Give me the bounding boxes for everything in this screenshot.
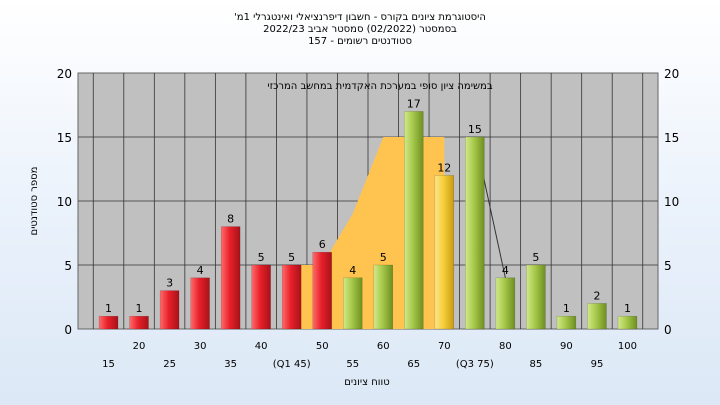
x-tick-label: 80 [499, 341, 512, 352]
histogram-bar [129, 315, 149, 330]
x-tick-label: 60 [377, 341, 390, 352]
histogram-bar [220, 226, 241, 330]
histogram-bar [343, 277, 363, 330]
y-axis-label: מספר סטודנטים [29, 167, 40, 236]
x-tick-label: 70 [438, 341, 451, 352]
bar-value-label: 2 [593, 289, 600, 302]
y-tick-label-left: 20 [57, 67, 72, 81]
bar-value-label: 12 [437, 161, 451, 174]
bar-value-label: 1 [136, 302, 143, 315]
histogram-bar [281, 264, 302, 330]
bar-value-label: 5 [532, 251, 539, 264]
histogram-bar [587, 303, 607, 330]
y-tick-label-right: 10 [664, 195, 679, 209]
legend-text: במשימה ציון סופי במערכת האקדמית במחשב המ… [267, 81, 492, 92]
x-tick-label: 95 [591, 359, 604, 370]
x-tick-label: (Q3 75) [456, 359, 494, 370]
bar-value-label: 4 [349, 264, 356, 277]
chart-subtitle-students: סטודנטים רשומים - 157 [308, 36, 412, 47]
x-tick-label: 35 [224, 359, 237, 370]
histogram-bar [526, 264, 546, 330]
bar-value-label: 1 [624, 302, 631, 315]
bar-value-label: 15 [468, 123, 482, 136]
bar-value-label: 5 [380, 251, 387, 264]
y-tick-label-right: 0 [664, 323, 672, 337]
histogram-bar [617, 315, 638, 330]
histogram-bar [556, 315, 577, 330]
histogram-bar [251, 264, 271, 330]
bar-value-label: 4 [502, 264, 509, 277]
x-tick-label: 55 [346, 359, 359, 370]
x-tick-label: 20 [133, 341, 146, 352]
histogram-bar [98, 315, 119, 330]
bar-value-label: 8 [227, 213, 234, 226]
y-tick-label-left: 10 [57, 195, 72, 209]
histogram-bar [373, 264, 393, 330]
x-tick-label: 50 [316, 341, 329, 352]
y-tick-label-left: 15 [57, 131, 72, 145]
histogram-bar [159, 290, 180, 330]
histogram-bar [434, 175, 455, 330]
bar-value-label: 5 [288, 251, 295, 264]
chart-subtitle-semester: בסמסטר (02/2022) סמסטר אביב 2022/23 [263, 24, 457, 35]
y-tick-label-right: 15 [664, 131, 679, 145]
bar-value-label: 3 [166, 277, 173, 290]
histogram-bar [190, 277, 210, 330]
x-tick-label: 15 [102, 359, 115, 370]
x-tick-label: 40 [255, 341, 268, 352]
bar-value-label: 4 [197, 264, 204, 277]
x-tick-label: (Q1 45) [273, 359, 311, 370]
x-tick-label: 30 [194, 341, 207, 352]
y-tick-label-right: 5 [664, 259, 672, 273]
y-tick-label-right: 20 [664, 67, 679, 81]
bar-value-label: 5 [258, 251, 265, 264]
x-axis-label: טווח ציונים [344, 377, 389, 388]
histogram-bar [465, 136, 485, 330]
bar-value-label: 17 [407, 97, 421, 110]
histogram-bar [312, 251, 332, 330]
x-tick-label: 65 [407, 359, 420, 370]
y-tick-label-left: 5 [64, 259, 72, 273]
bar-value-label: 1 [563, 302, 570, 315]
bar-value-label: 1 [105, 302, 112, 315]
x-tick-label: 90 [560, 341, 573, 352]
bar-value-label: 6 [319, 238, 326, 251]
y-tick-label-left: 0 [64, 323, 72, 337]
x-tick-label: 25 [163, 359, 176, 370]
histogram-bar [495, 277, 516, 330]
x-tick-label: 85 [530, 359, 543, 370]
histogram-bar [404, 111, 424, 330]
x-tick-label: 100 [618, 341, 637, 352]
chart-title: היסטוגרמת ציונים בקורס - חשבון דיפרנציאל… [234, 12, 486, 23]
